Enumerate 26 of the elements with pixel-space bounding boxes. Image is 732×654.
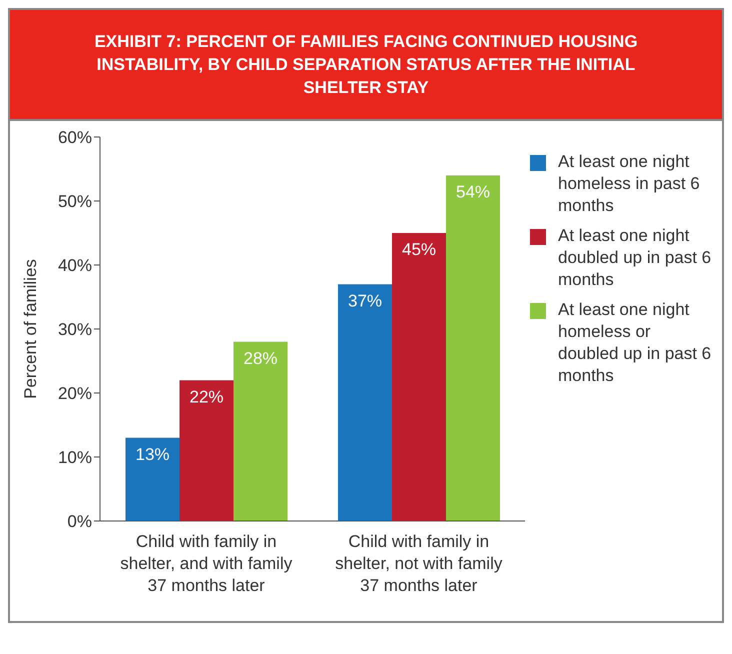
data-label: 28% [243,348,278,368]
data-label: 54% [456,182,490,202]
bar [126,438,180,521]
bar [234,342,288,521]
legend-label: At least one night homeless in past 6 months [558,151,701,217]
data-label: 13% [135,444,170,464]
y-tick-label: 60% [58,128,92,148]
y-axis-title: Percent of families [21,259,40,399]
data-label: 22% [189,387,224,406]
chart-title: EXHIBIT 7: PERCENT OF FAMILIES FACING CONTINUED HOUSING INSTABILITY, BY CHILD SEPARATION STATUS AFTER THE INITIAL SHELTER STAY [10,10,722,121]
data-label: 45% [402,240,436,260]
data-label: 37% [348,291,382,310]
bar [180,380,234,521]
y-tick-label: 20% [58,384,92,404]
x-tick-label: Child with family in shelter, and with family 37 months later [120,532,293,596]
legend-label: At least one night homeless or doubled up in past 6 months [558,299,712,387]
bar [446,175,500,521]
bar [338,284,392,521]
bar [392,233,446,521]
legend-label: At least one night doubled up in past 6 months [558,225,712,291]
y-tick-label: 50% [58,192,92,212]
x-tick-label: Child with family in shelter, not with family 37 months later [335,532,503,596]
y-tick-label: 0% [67,512,92,532]
y-tick-label: 10% [58,448,92,468]
y-tick-label: 40% [58,256,92,276]
y-tick-label: 30% [58,320,92,340]
